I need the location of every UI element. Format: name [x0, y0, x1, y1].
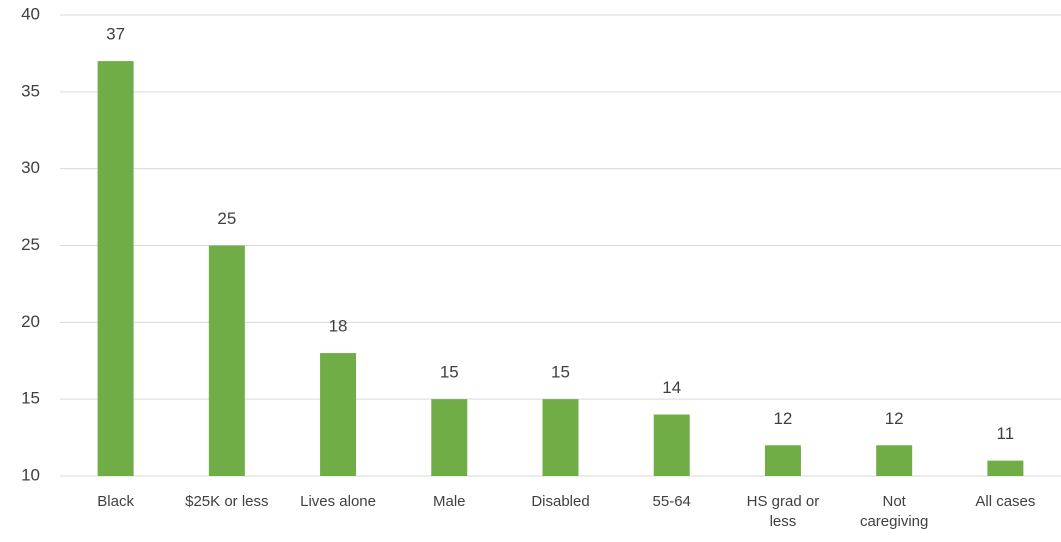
y-tick-label: 35 [21, 81, 40, 100]
x-tick-label: All cases [975, 493, 1035, 510]
data-label: 11 [997, 424, 1015, 443]
bar [542, 399, 579, 476]
y-tick-label: 15 [21, 389, 40, 408]
y-tick-label: 30 [21, 158, 40, 177]
y-tick-label: 40 [21, 4, 40, 23]
bar [987, 460, 1024, 476]
bar [97, 61, 134, 476]
x-tick-label: Disabled [531, 493, 589, 510]
bar [320, 353, 357, 476]
x-tick-label: Lives alone [300, 493, 376, 510]
bar [876, 445, 913, 476]
data-label: 14 [662, 378, 681, 397]
data-label: 12 [885, 409, 904, 428]
y-tick-label: 25 [21, 235, 40, 254]
data-label: 15 [551, 363, 570, 382]
bar [653, 414, 690, 476]
x-tick-label: Black [97, 493, 134, 510]
x-tick-label: HS grad or less [747, 493, 820, 530]
data-label: 37 [106, 25, 125, 44]
x-tick-label: Male [433, 493, 466, 510]
data-label: 25 [217, 209, 236, 228]
bar [208, 245, 245, 476]
x-tick-label: Not caregiving [860, 493, 928, 530]
bar [431, 399, 468, 476]
y-tick-label: 20 [21, 312, 40, 331]
data-label: 12 [773, 409, 792, 428]
bar [764, 445, 801, 476]
x-tick-label: 55-64 [653, 493, 691, 510]
data-label: 15 [440, 363, 459, 382]
y-tick-label: 10 [21, 465, 40, 484]
data-label: 18 [329, 317, 348, 336]
x-tick-label: $25K or less [185, 493, 268, 510]
